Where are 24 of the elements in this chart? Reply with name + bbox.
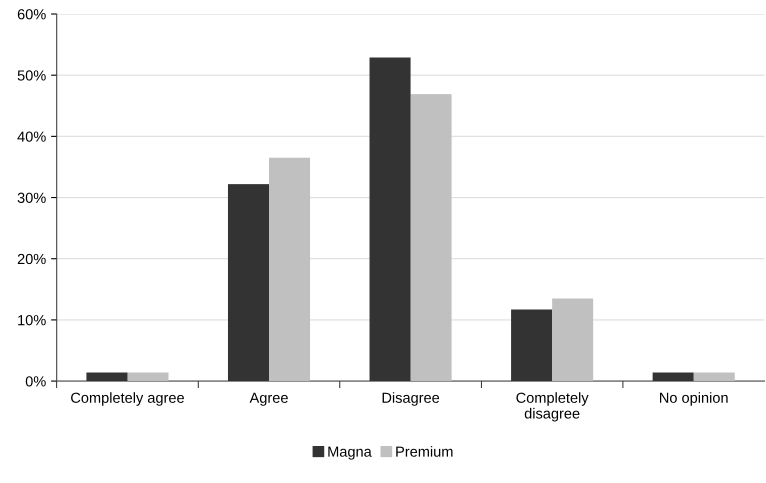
y-tick-label: 40%	[17, 131, 46, 142]
bar	[86, 372, 128, 382]
x-tick-label: Agree	[250, 392, 288, 406]
y-tick-label: 0%	[26, 376, 46, 387]
bar	[552, 298, 594, 382]
y-tick-label: 10%	[18, 315, 46, 326]
bar	[694, 372, 735, 382]
x-tick-label: Disagree	[382, 392, 440, 406]
y-tick-label: 30%	[18, 192, 46, 203]
x-tick-label: Completely agree	[71, 392, 184, 406]
legend-label: Premium	[396, 446, 452, 457]
y-tick-label: 60%	[18, 9, 46, 20]
x-tick-label: No opinion	[660, 392, 728, 406]
bar	[269, 158, 310, 382]
bar	[652, 372, 694, 382]
legend-label: Magna	[328, 446, 372, 460]
bar	[410, 94, 452, 382]
y-tick-label: 50%	[18, 70, 46, 81]
bar	[127, 372, 169, 382]
bar	[370, 57, 411, 382]
bar	[228, 184, 270, 382]
y-tick-label: 20%	[18, 254, 46, 264]
x-tick-label: Completely disagree	[516, 392, 589, 422]
bar	[511, 310, 552, 382]
